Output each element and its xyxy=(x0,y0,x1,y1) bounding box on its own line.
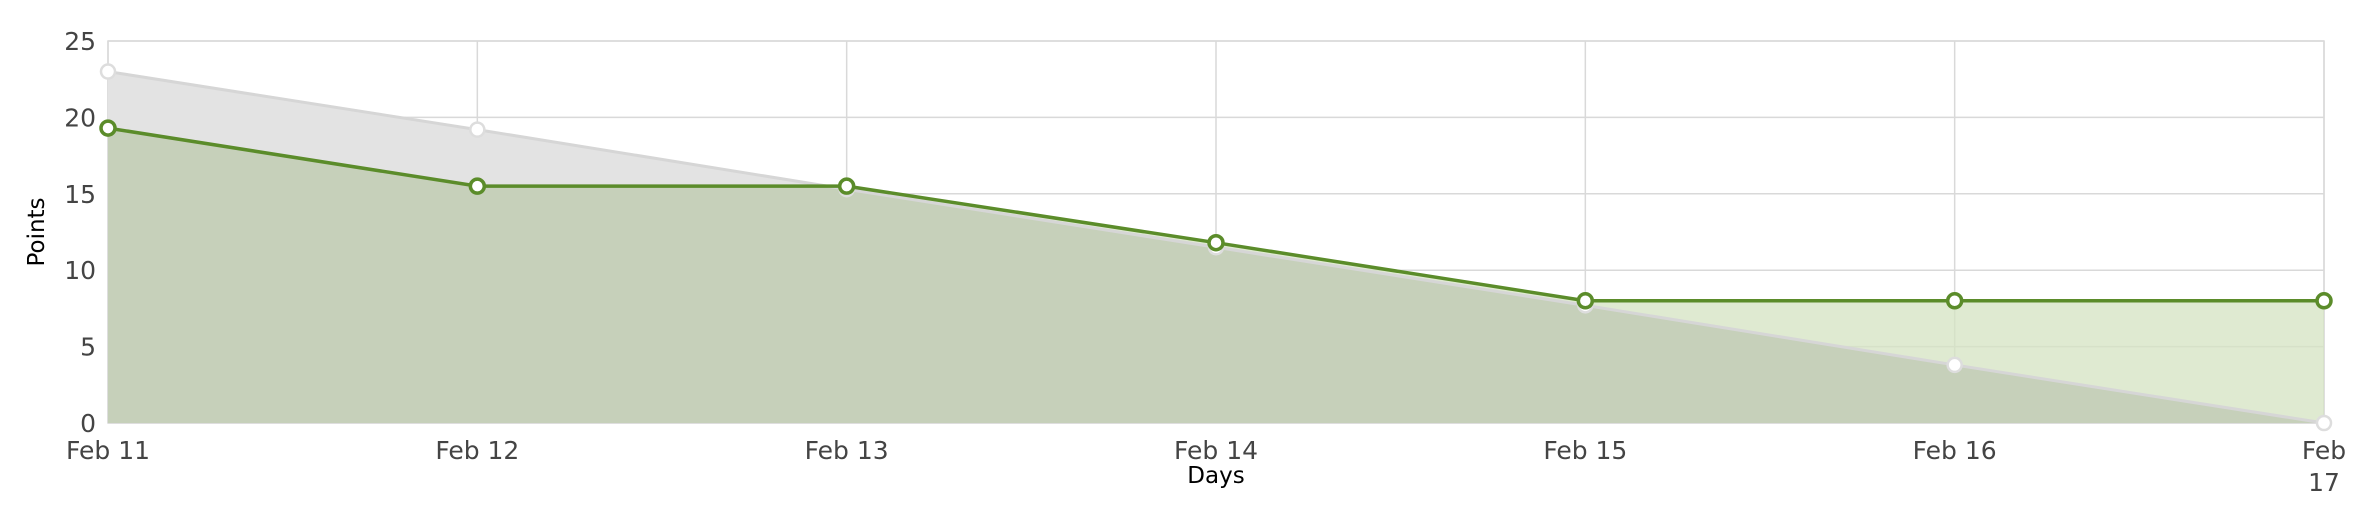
y-tick-label: 15 xyxy=(64,180,96,209)
actual-point[interactable] xyxy=(468,177,487,195)
ideal-point[interactable] xyxy=(99,63,117,80)
actual-point[interactable] xyxy=(2315,292,2333,310)
actual-point[interactable] xyxy=(1576,292,1595,310)
ideal-point[interactable] xyxy=(2315,414,2333,432)
y-axis-title: Points xyxy=(24,197,50,266)
y-tick-label: 5 xyxy=(80,333,96,362)
marker-layer xyxy=(99,63,2333,432)
x-tick-label: Feb 15 xyxy=(1543,436,1627,465)
x-tick-label: Feb 16 xyxy=(1913,436,1997,465)
x-axis-title: Days xyxy=(1187,463,1244,489)
y-tick-label: 0 xyxy=(80,409,96,438)
y-tick-label: 10 xyxy=(64,256,96,285)
y-tick-label: 20 xyxy=(64,103,96,132)
x-tick-label: Feb 11 xyxy=(66,436,150,465)
y-tick-label: 25 xyxy=(64,27,96,56)
x-tick-label: Feb 13 xyxy=(805,436,889,465)
actual-point[interactable] xyxy=(1207,233,1225,252)
x-axis-ticks: Feb 11 Feb 12 Feb 13 Feb 14 Feb 15 Feb 16 Feb 1… xyxy=(66,436,2346,497)
x-tick-label: Feb 17 xyxy=(2302,436,2346,497)
ideal-point[interactable] xyxy=(1946,356,1963,374)
actual-point[interactable] xyxy=(1945,292,1964,310)
ideal-point[interactable] xyxy=(469,121,486,138)
x-tick-label: Feb 12 xyxy=(435,436,519,465)
actual-point[interactable] xyxy=(99,119,117,137)
actual-point[interactable] xyxy=(837,177,856,195)
x-tick-label: Feb 14 xyxy=(1174,436,1258,465)
y-axis-ticks: 0 5 10 15 20 25 xyxy=(64,27,96,438)
actual-area xyxy=(108,128,2324,423)
